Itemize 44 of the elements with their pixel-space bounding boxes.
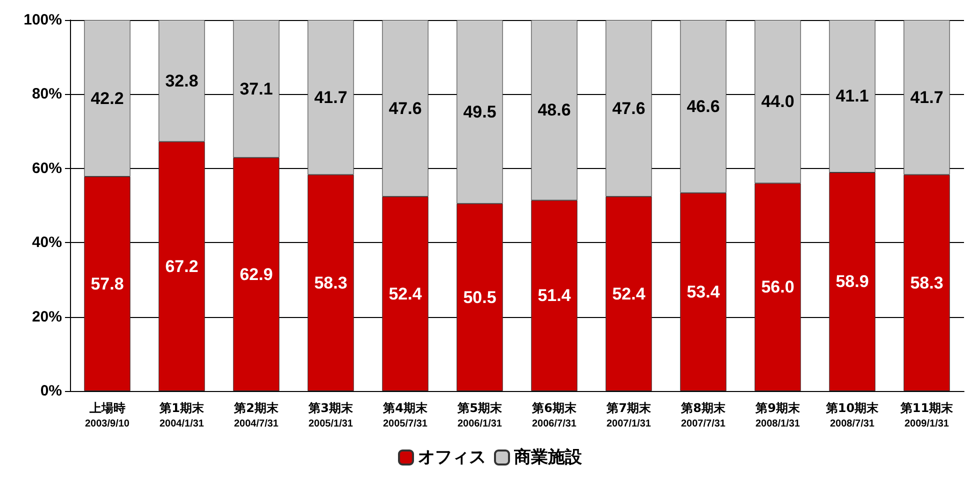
x-tick-label: 第6期末 2006/7/31 <box>531 401 578 430</box>
x-tick-label: 第3期末 2005/1/31 <box>308 401 354 430</box>
legend-label: 商業施設 <box>513 448 583 468</box>
data-label: 37.1 <box>240 79 273 98</box>
data-label: 46.6 <box>686 96 720 116</box>
x-tick-label: 第11期末 2009/1/31 <box>899 401 954 430</box>
data-label: 47.6 <box>388 98 422 118</box>
y-tick-label: 100% <box>24 12 62 28</box>
data-label: 52.4 <box>388 284 422 304</box>
data-label: 58.3 <box>910 273 944 292</box>
data-label: 58.3 <box>314 273 348 292</box>
data-label: 56.0 <box>761 278 794 297</box>
y-tick-label: 20% <box>32 308 62 326</box>
data-label: 41.1 <box>836 86 869 106</box>
data-label: 41.7 <box>314 88 348 107</box>
data-label: 52.4 <box>612 284 646 304</box>
x-tick-label: 第8期末 2007/7/31 <box>680 401 726 430</box>
x-tick-label: 上場時 2003/9/10 <box>85 401 130 430</box>
x-tick-label: 第10期末 2008/7/31 <box>824 401 880 430</box>
data-label: 50.5 <box>463 288 496 307</box>
data-label: 47.6 <box>612 98 646 118</box>
data-label: 53.4 <box>686 282 720 302</box>
data-label: 42.2 <box>90 88 124 108</box>
x-tick-label: 第4期末 2005/7/31 <box>382 401 428 430</box>
data-label: 62.9 <box>240 264 273 284</box>
data-label: 48.6 <box>538 100 571 120</box>
x-tick-label: 第9期末 2008/1/31 <box>754 401 801 430</box>
x-tick-label: 第1期末 2004/1/31 <box>158 401 205 430</box>
x-tick-label: 第2期末 2004/7/31 <box>233 401 280 430</box>
y-tick-label: 0% <box>40 382 62 400</box>
data-label: 41.7 <box>910 88 944 107</box>
data-label: 67.2 <box>165 256 198 276</box>
x-tick-label: 第7期末 2007/1/31 <box>606 401 652 430</box>
y-tick-label: 60% <box>32 160 62 177</box>
data-label: 51.4 <box>538 286 572 306</box>
y-tick-label: 80% <box>32 86 62 103</box>
data-label: 58.9 <box>836 272 869 292</box>
data-label: 44.0 <box>761 92 794 112</box>
y-tick-label: 40% <box>32 234 62 252</box>
data-label: 57.8 <box>90 274 124 294</box>
legend-label: オフィス <box>418 448 486 468</box>
x-tick-label: 第5期末 2006/1/31 <box>456 401 503 430</box>
data-label: 32.8 <box>165 71 198 90</box>
data-label: 49.5 <box>463 102 496 122</box>
